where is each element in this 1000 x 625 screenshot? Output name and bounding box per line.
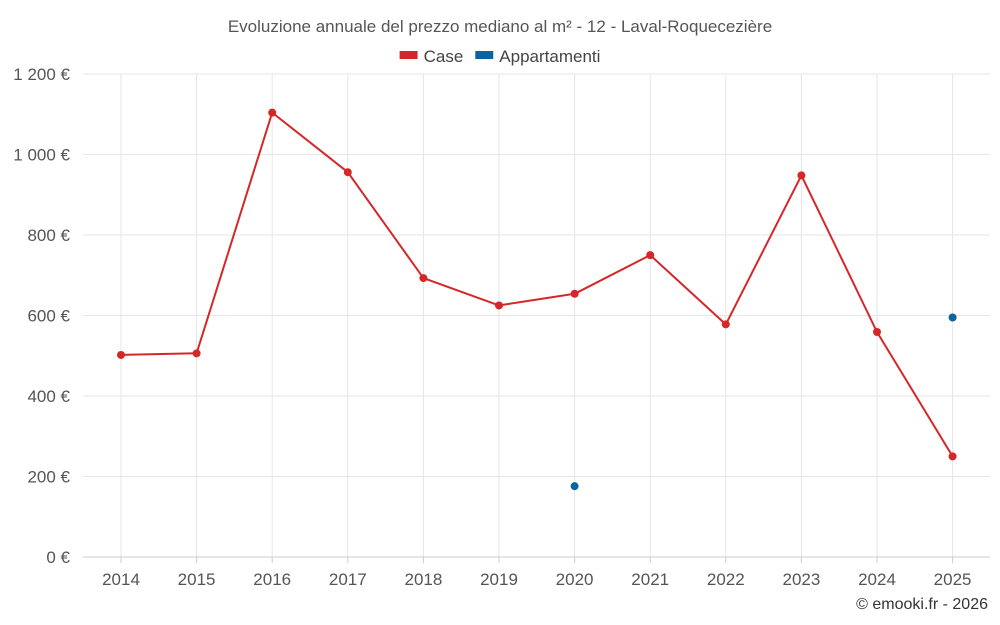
data-point-case[interactable] (948, 452, 957, 461)
x-tick-label: 2016 (253, 570, 291, 589)
data-point-case[interactable] (495, 301, 503, 310)
y-tick-label: 400 € (27, 387, 70, 406)
x-tick-label: 2025 (934, 570, 972, 589)
data-point-appartamenti[interactable] (948, 313, 957, 322)
credit-text: © emooki.fr - 2026 (856, 596, 988, 613)
chart-title: Evoluzione annuale del prezzo mediano al… (228, 17, 772, 36)
x-tick-label: 2017 (329, 570, 367, 589)
data-point-case[interactable] (570, 289, 579, 298)
legend-swatch-appartamenti (475, 51, 494, 59)
x-axis: 2014 2015 2016 2017 2018 2019 2020 2021 2022 2023… (83, 556, 990, 589)
x-tick-label: 2022 (707, 570, 745, 589)
data-point-case[interactable] (268, 108, 277, 117)
x-tick-label: 2020 (556, 570, 594, 589)
data-point-case[interactable] (797, 171, 806, 180)
x-tick-label: 2024 (858, 570, 896, 589)
legend-label-appartamenti[interactable]: Appartamenti (499, 47, 600, 66)
legend-label-case[interactable]: Case (424, 47, 464, 66)
x-tick-label: 2018 (404, 570, 442, 589)
data-point-appartamenti[interactable] (570, 482, 579, 491)
y-tick-label: 800 € (27, 226, 70, 245)
x-tick-label: 2023 (782, 570, 820, 589)
data-point-case[interactable] (873, 328, 881, 337)
legend-swatch-case (399, 51, 418, 59)
data-point-case[interactable] (192, 349, 201, 358)
series-layer (117, 108, 957, 491)
x-tick-label: 2019 (480, 570, 518, 589)
data-point-case[interactable] (117, 350, 125, 359)
data-point-case[interactable] (343, 168, 352, 177)
y-axis: 0 € 200 € 400 € 600 € 800 € 1 000 € 1 200 € (13, 65, 70, 567)
y-tick-label: 1 200 € (13, 65, 70, 84)
legend: Case Appartamenti (399, 47, 600, 66)
grid (83, 73, 990, 558)
series-line-case (120, 111, 954, 457)
x-tick-label: 2015 (178, 570, 216, 589)
y-tick-label: 200 € (27, 468, 70, 487)
y-tick-label: 0 € (46, 548, 70, 567)
y-tick-label: 1 000 € (13, 146, 70, 165)
y-tick-label: 600 € (27, 307, 70, 326)
data-point-case[interactable] (646, 251, 655, 260)
data-point-case[interactable] (721, 320, 730, 329)
x-tick-label: 2014 (102, 570, 140, 589)
data-point-case[interactable] (419, 274, 428, 283)
x-tick-label: 2021 (631, 570, 669, 589)
